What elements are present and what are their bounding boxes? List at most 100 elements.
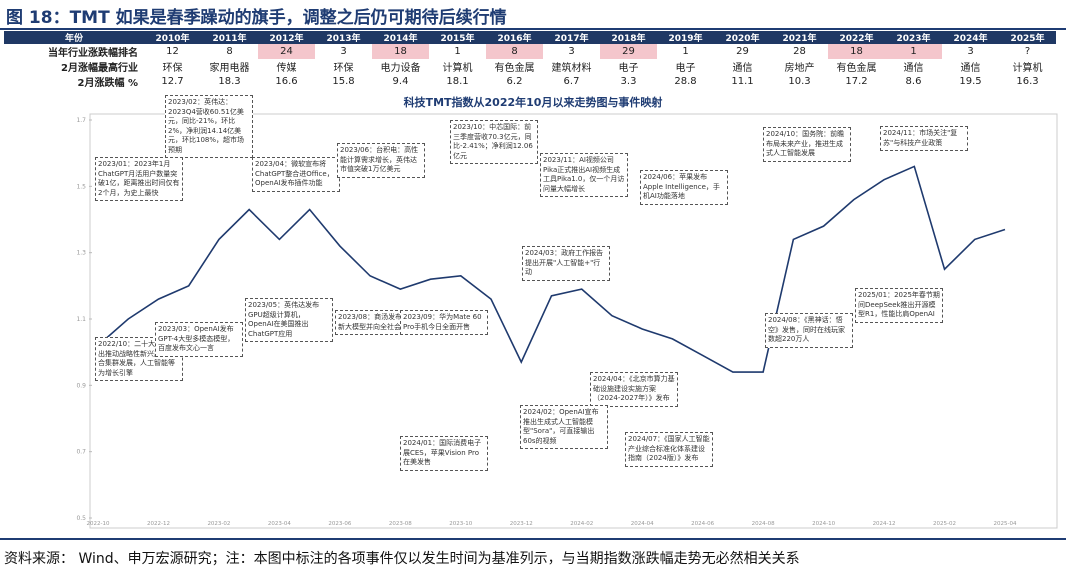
row: 2月涨跌幅 % 12.7 18.3 16.6 15.8 9.4 18.1 6.2 6.7 3.3 2… — [4, 74, 1056, 89]
cell: 3 — [568, 46, 575, 57]
chart: 科技TMT指数从2022年10月以来走势图与事件映射 0.5 0.7 0.9 1.1 1.… — [76, 95, 1058, 529]
cell: 28.8 — [674, 76, 697, 87]
y-tick-label: 1.5 — [76, 183, 86, 190]
cell: 房地产 — [784, 63, 815, 74]
x-tick-label: 2023-12 — [510, 521, 533, 527]
y-tick-label: 1.1 — [76, 316, 86, 323]
plot-frame — [89, 113, 1058, 529]
cell: 电子 — [618, 63, 639, 74]
annotation: 2023/01：2023年1月ChatGPT月活用户数量突破1亿，距离推出时间仅… — [95, 157, 183, 201]
cell: 2月涨跌幅 % — [77, 78, 138, 89]
y-tick-label: 0.7 — [76, 449, 86, 456]
cell: 18 — [372, 44, 429, 59]
header-cell: 2017年 — [543, 31, 600, 44]
header-cell: 2014年 — [372, 31, 429, 44]
rule — [0, 538, 1066, 540]
cell: 28 — [793, 46, 806, 57]
x-tick-label: 2024-02 — [570, 521, 593, 527]
annotation: 2024/02：OpenAI宣布推出生成式人工智能模型"Sora"，可直接输出6… — [520, 405, 608, 449]
cell: 计算机 — [1012, 63, 1043, 74]
header-cell: 2022年 — [828, 31, 885, 44]
y-tick-label: 0.5 — [76, 515, 86, 522]
cell: 29 — [736, 46, 749, 57]
cell: 电力设备 — [380, 63, 421, 74]
cell: 通信 — [960, 63, 981, 74]
x-tick-label: 2025-04 — [994, 521, 1017, 527]
cell: 有色金属 — [836, 63, 877, 74]
x-tick-label: 2022-10 — [87, 521, 110, 527]
x-tick-label: 2023-10 — [449, 521, 472, 527]
rule — [0, 28, 1066, 30]
cell: 24 — [258, 44, 315, 59]
header-cell: 2021年 — [771, 31, 828, 44]
line — [97, 165, 1006, 373]
header-cell: 2015年 — [429, 31, 486, 44]
cell: 计算机 — [442, 63, 473, 74]
annotation: 2023/10：中芯国际：前三季度营收70.3亿元，同比-2.41%；净利润12… — [450, 120, 538, 164]
annotation: 2023/02：英伟达：2023Q4营收60.51亿美元，同比-21%，环比2%… — [165, 95, 253, 158]
cell: 17.2 — [845, 76, 868, 87]
y-tick-label: 1.7 — [76, 117, 86, 124]
annotation: 2024/01：国际消费电子展CES，苹果Vision Pro在美发售 — [400, 436, 488, 471]
x-tick-label: 2022-12 — [147, 521, 170, 527]
cell: 1 — [885, 44, 942, 59]
annotation: 2023/03：OpenAI发布GPT-4大型多模态模型，百度发布文心一言 — [155, 322, 243, 357]
cell: 29 — [600, 44, 657, 59]
x-tick-label: 2024-10 — [812, 521, 835, 527]
header-cell: 年份 — [4, 31, 144, 44]
cell: 环保 — [333, 63, 354, 74]
cell: 6.7 — [563, 76, 580, 87]
annotation: 2023/11：AI视频公司Pika正式推出AI视频生成工具Pika1.0，仅一… — [540, 153, 628, 197]
cell: 8 — [226, 46, 233, 57]
cell: 16.3 — [1016, 76, 1039, 87]
annotation: 2024/03：政府工作报告提出开展"人工智能+"行动 — [522, 246, 610, 281]
x-tick-label: 2024-04 — [631, 521, 654, 527]
cell: 1 — [454, 46, 461, 57]
cell: 通信 — [903, 63, 924, 74]
cell: 16.6 — [275, 76, 298, 87]
x-tick-label: 2023-08 — [389, 521, 412, 527]
y-tick-label: 1.3 — [76, 250, 86, 257]
y-tick-label: 0.9 — [76, 382, 86, 389]
annotation: 2023/05：英伟达发布GPU超级计算机，OpenAI在美国推出ChatGPT… — [245, 298, 333, 342]
annotation: 2024/10：国务院：前瞻布局未来产业，推进生成式人工智能发展 — [763, 127, 851, 162]
cell: ? — [1024, 46, 1031, 57]
header-cell: 2023年 — [885, 31, 942, 44]
cell: 通信 — [732, 63, 753, 74]
header-cell: 2020年 — [714, 31, 771, 44]
header-cell: 2012年 — [258, 31, 315, 44]
cell: 8 — [486, 44, 543, 59]
chart-title: 科技TMT指数从2022年10月以来走势图与事件映射 — [404, 95, 663, 109]
x-tick-label: 2023-04 — [268, 521, 291, 527]
x-tick-label: 2025-02 — [933, 521, 956, 527]
header-cell: 2019年 — [657, 31, 714, 44]
annotation: 2024/07：《国家人工智能产业综合标准化体系建设指南（2024版）》发布 — [625, 432, 713, 467]
annotation: 2025/01：2025年春节期间DeepSeek推出开源模型R1，性能比肩Op… — [855, 288, 943, 323]
x-tick-label: 2024-08 — [752, 521, 775, 527]
header-cell: 2016年 — [486, 31, 543, 44]
x-tick-label: 2024-06 — [691, 521, 714, 527]
cell: 8.6 — [905, 76, 922, 87]
header-cell: 2025年 — [999, 31, 1056, 44]
cell: 18 — [828, 44, 885, 59]
cell: 当年行业涨跌幅排名 — [48, 48, 138, 59]
x-tick-label: 2024-12 — [873, 521, 896, 527]
x-tick-label: 2023-02 — [207, 521, 230, 527]
annotation: 2024/11：市场关注"复苏"与科技产业政策 — [880, 126, 968, 151]
annotation: 2023/06：台积电：高性能计算需求增长，英伟达市值突破1万亿美元 — [337, 143, 425, 178]
cell: 环保 — [162, 63, 183, 74]
cell: 2月涨幅最高行业 — [61, 63, 138, 74]
cell: 6.2 — [506, 76, 523, 87]
annotation: 2024/08：《黑神话：悟空》发售，同时在线玩家数超220万人 — [765, 313, 853, 348]
header-cell: 2018年 — [600, 31, 657, 44]
cell: 12.7 — [161, 76, 184, 87]
cell: 3.3 — [620, 76, 637, 87]
cell: 18.1 — [446, 76, 469, 87]
cell: 1 — [682, 46, 689, 57]
table: 年份 2010年 2011年 2012年 2013年 2014年 2015年 2016年 201… — [4, 31, 1056, 89]
row: 2月涨幅最高行业 环保 家用电器 传媒 环保 电力设备 计算机 有色金属 建筑材料 电子 电子 通信 房… — [4, 59, 1056, 74]
cell: 9.4 — [392, 76, 409, 87]
cell: 18.3 — [218, 76, 241, 87]
cell: 传媒 — [276, 63, 297, 74]
